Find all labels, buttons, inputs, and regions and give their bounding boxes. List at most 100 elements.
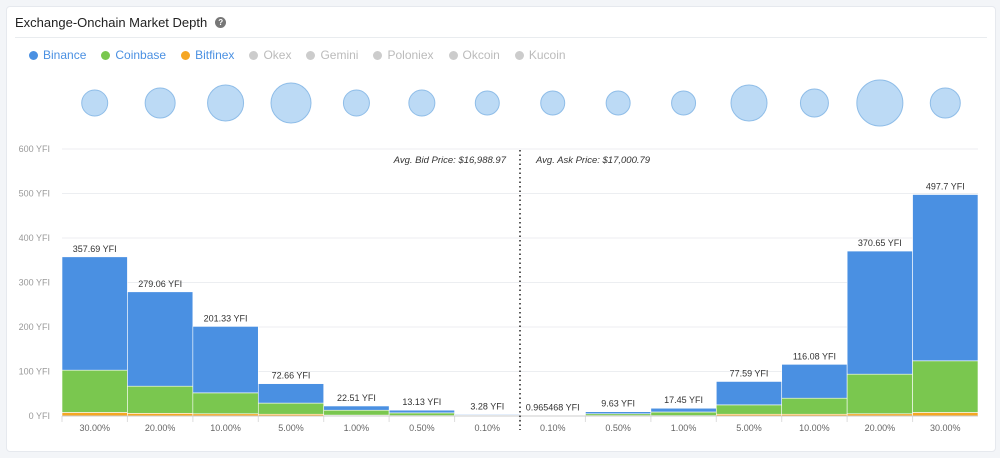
depth-bubble [144, 87, 176, 119]
legend-dot-icon [514, 50, 524, 60]
depth-bubble [474, 90, 500, 116]
legend-label: Gemini [320, 48, 359, 62]
bar-binance [388, 409, 455, 414]
depth-bubble [270, 82, 312, 124]
legend-label: Okex [263, 48, 292, 62]
bar-binance [715, 381, 783, 406]
bar-coinbase [192, 392, 259, 415]
bar-total-label: 72.66 YFI [272, 371, 311, 381]
bar-total-label: 13.13 YFI [402, 397, 441, 407]
bar-total-label: 497.7 YFI [926, 182, 965, 192]
x-tick-label: 5.00% [278, 423, 304, 433]
legend-label: Okcoin [462, 48, 500, 62]
bar-coinbase [650, 411, 717, 416]
y-tick-label: 200 YFI [19, 322, 50, 332]
bar-binance [650, 407, 717, 413]
title-text: Exchange-Onchain Market Depth [15, 15, 208, 30]
bar-bitfinex [61, 412, 128, 417]
legend-item-okex[interactable]: Okex [249, 48, 291, 62]
bar-binance [585, 411, 652, 415]
x-tick-label: 1.00% [344, 423, 370, 433]
legend-label: Binance [43, 48, 87, 62]
y-tick-label: 300 YFI [19, 278, 50, 288]
legend-dot-icon [306, 50, 316, 60]
help-icon[interactable]: ? [215, 17, 227, 28]
depth-bubble [207, 84, 245, 122]
x-tick-label: 10.00% [799, 423, 830, 433]
bar-total-label: 370.65 YFI [858, 238, 902, 248]
y-tick-label: 0 YFI [29, 411, 50, 421]
legend-item-coinbase[interactable]: Coinbase [101, 48, 166, 62]
x-tick-label: 0.50% [605, 423, 631, 433]
bar-coinbase [388, 412, 455, 416]
legend-dot-icon [29, 50, 38, 60]
bar-coinbase [846, 373, 913, 415]
bar-total-label: 279.06 YFI [138, 279, 182, 289]
legend-item-binance[interactable]: Binance [29, 48, 86, 62]
x-tick-label: 0.10% [540, 423, 566, 433]
bar-binance [846, 250, 913, 375]
x-tick-label: 5.00% [736, 423, 762, 433]
y-tick-label: 400 YFI [19, 233, 50, 243]
legend-dot-icon [101, 50, 111, 60]
bar-binance [61, 256, 128, 371]
card-title: Exchange-Onchain Market Depth ? [15, 15, 227, 30]
depth-bubble [540, 90, 566, 116]
bar-binance [454, 414, 521, 416]
divider [15, 37, 987, 38]
bar-total-label: 22.51 YFI [337, 393, 376, 403]
depth-bubble [671, 90, 697, 116]
avg-bid-annotation: Avg. Bid Price: $16,988.97 [393, 155, 507, 166]
legend-label: Kucoin [528, 48, 566, 62]
x-tick-label: 30.00% [79, 423, 110, 433]
bar-binance [192, 326, 259, 394]
bar-total-label: 357.69 YFI [73, 244, 117, 254]
y-tick-label: 600 YFI [19, 144, 50, 154]
bar-binance [127, 291, 194, 387]
bar-coinbase [781, 397, 848, 415]
bar-binance [257, 383, 325, 404]
depth-bubble [856, 79, 904, 127]
x-tick-label: 20.00% [145, 423, 176, 433]
depth-bubble [81, 89, 109, 117]
depth-bubble [799, 88, 829, 118]
legend-item-bitfinex[interactable]: Bitfinex [181, 48, 234, 62]
legend-item-poloniex[interactable]: Poloniex [373, 48, 434, 62]
avg-ask-annotation: Avg. Ask Price: $17,000.79 [535, 155, 651, 166]
depth-bubble [730, 84, 768, 122]
bar-coinbase [912, 360, 979, 413]
bar-total-label: 0.965468 YFI [526, 403, 580, 413]
bar-total-label: 77.59 YFI [730, 368, 769, 378]
bar-binance [323, 405, 390, 411]
x-tick-label: 20.00% [865, 423, 896, 433]
depth-bubble [408, 89, 436, 117]
bar-coinbase [323, 409, 390, 416]
legend-item-kucoin[interactable]: Kucoin [514, 48, 566, 62]
x-tick-label: 0.10% [475, 423, 501, 433]
x-tick-label: 10.00% [210, 423, 241, 433]
bar-binance [912, 194, 979, 362]
bar-total-label: 3.28 YFI [470, 402, 504, 412]
bar-total-label: 201.33 YFI [204, 313, 248, 323]
depth-bubble [342, 89, 370, 117]
legend-dot-icon [373, 50, 383, 60]
y-tick-label: 100 YFI [19, 367, 50, 377]
bar-total-label: 116.08 YFI [793, 351, 836, 361]
bar-coinbase [61, 369, 128, 413]
bar-coinbase [127, 385, 194, 414]
bar-bitfinex [912, 412, 979, 417]
x-tick-label: 30.00% [930, 423, 961, 433]
depth-bubble [605, 90, 631, 116]
legend-dot-icon [181, 50, 191, 60]
bar-coinbase [257, 402, 325, 415]
legend-dot-icon [448, 50, 458, 60]
legend: Binance Coinbase Bitfinex Okex Gemini Polonie… [29, 48, 566, 62]
depth-bubble [929, 87, 961, 119]
legend-item-gemini[interactable]: Gemini [306, 48, 358, 62]
bar-coinbase [715, 404, 783, 415]
legend-label: Poloniex [387, 48, 434, 62]
legend-label: Bitfinex [195, 48, 235, 62]
x-tick-label: 1.00% [671, 423, 697, 433]
legend-item-okcoin[interactable]: Okcoin [448, 48, 500, 62]
